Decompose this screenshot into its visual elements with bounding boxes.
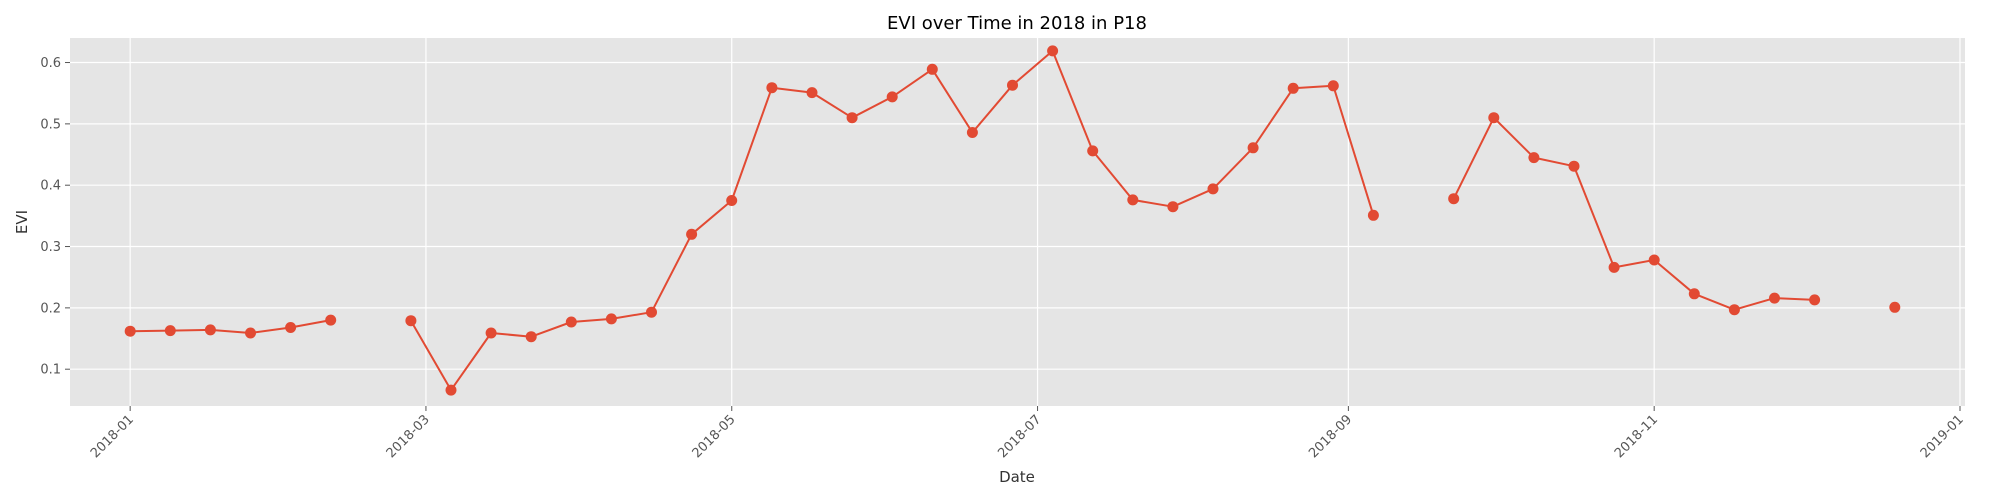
data-point — [525, 331, 537, 343]
data-point — [1167, 201, 1179, 213]
data-point — [1488, 112, 1500, 124]
data-point — [1367, 209, 1379, 221]
plot-background — [70, 38, 1965, 406]
data-point — [1287, 82, 1299, 94]
chart-title: EVI over Time in 2018 in P18 — [887, 13, 1147, 34]
grid-lines — [70, 38, 1965, 406]
data-point — [1728, 304, 1740, 316]
data-point — [605, 313, 617, 325]
x-tick-label: 2019-01 — [1918, 412, 1967, 461]
data-point — [846, 112, 858, 124]
data-point — [926, 63, 938, 75]
data-point — [1769, 292, 1780, 304]
y-axis-ticks: 0.1 0.2 0.3 0.4 0.5 0.6 — [40, 56, 70, 378]
series-layer — [124, 45, 1901, 396]
data-point — [966, 127, 978, 138]
data-point — [686, 228, 698, 240]
data-point — [204, 324, 216, 336]
data-point — [325, 314, 337, 326]
y-tick-label: 0.2 — [40, 301, 61, 316]
data-point — [245, 327, 256, 339]
x-tick-label: 2018-05 — [690, 412, 739, 461]
data-point — [1688, 288, 1700, 300]
data-point — [405, 315, 417, 327]
data-point — [766, 82, 778, 94]
x-tick-label: 2018-11 — [1612, 412, 1661, 461]
data-point — [1327, 80, 1339, 92]
data-point — [1047, 45, 1059, 57]
data-point — [164, 325, 176, 337]
data-point — [1568, 160, 1580, 172]
data-point — [1889, 301, 1901, 313]
data-point — [806, 87, 818, 99]
data-point — [565, 316, 577, 328]
y-tick-label: 0.1 — [40, 363, 61, 378]
data-point — [1608, 261, 1620, 273]
data-point — [285, 322, 297, 333]
data-point — [726, 195, 738, 206]
data-point — [1528, 152, 1540, 164]
data-point — [1247, 142, 1259, 154]
data-point — [1207, 183, 1219, 195]
x-tick-label: 2018-09 — [1306, 412, 1355, 461]
data-point — [1809, 294, 1821, 306]
series-line-segment — [1452, 116, 1815, 311]
x-axis-ticks: 2018-01 2018-03 2018-05 2018-07 2018-09 2018-… — [88, 406, 1967, 461]
x-tick-label: 2018-07 — [995, 412, 1044, 461]
data-point — [646, 306, 657, 318]
y-tick-label: 0.5 — [40, 117, 61, 132]
x-axis-label: Date — [999, 468, 1035, 486]
y-tick-label: 0.4 — [40, 179, 61, 194]
series-line-segment — [130, 319, 331, 334]
data-point — [1127, 194, 1139, 206]
data-point — [1007, 79, 1018, 91]
data-point — [445, 384, 457, 396]
data-point — [1448, 193, 1460, 205]
y-axis-label: EVI — [13, 210, 31, 234]
x-tick-label: 2018-03 — [384, 412, 433, 461]
y-tick-label: 0.3 — [40, 240, 61, 255]
data-point — [1087, 145, 1099, 157]
y-tick-label: 0.6 — [40, 56, 61, 71]
data-point — [485, 327, 497, 339]
data-point — [124, 325, 136, 337]
x-tick-label: 2018-01 — [88, 412, 137, 461]
data-point — [886, 91, 898, 103]
data-point — [1648, 254, 1660, 266]
